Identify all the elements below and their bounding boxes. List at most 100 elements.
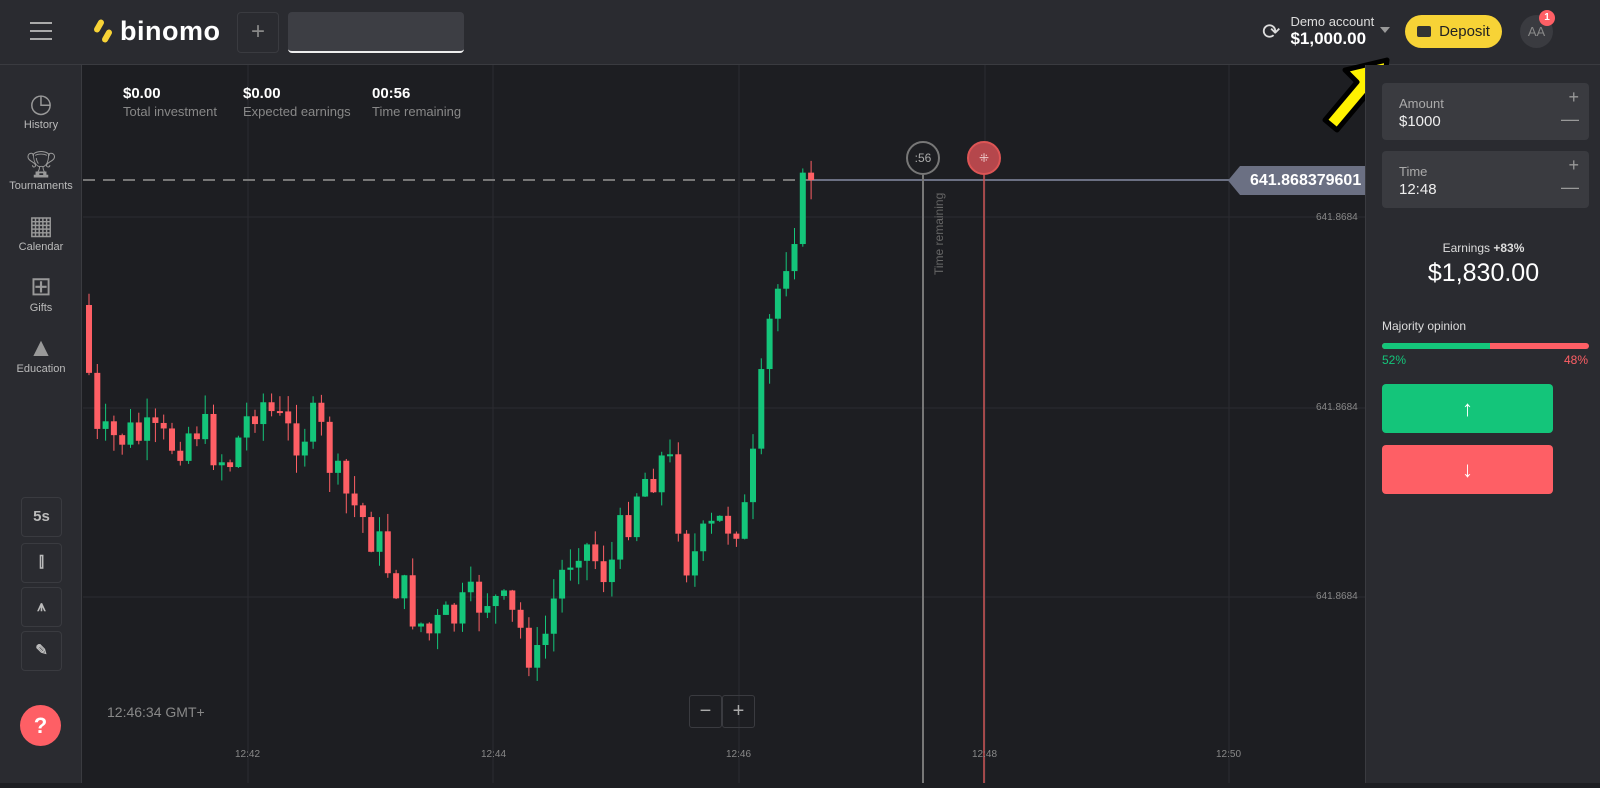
amount-plus-button[interactable]: + (1568, 87, 1579, 107)
candle (210, 413, 217, 466)
candle (110, 421, 117, 436)
candle (750, 448, 756, 503)
candle (135, 422, 142, 441)
candlestick-icon[interactable]: ⫿ (21, 543, 62, 583)
add-asset-button[interactable]: + (237, 12, 279, 53)
time-remaining: 00:56 Time remaining (372, 85, 462, 119)
candle (285, 411, 292, 424)
candle (484, 606, 491, 613)
candle (758, 369, 765, 449)
price-tick: 641.8684 (1316, 591, 1358, 602)
candle (525, 627, 532, 668)
candle (650, 478, 657, 493)
graduation-cap-icon: ▲ (28, 332, 54, 362)
earnings-value: $1,830.00 (1427, 259, 1540, 287)
candle (442, 604, 449, 615)
candle (509, 590, 516, 610)
candle (144, 417, 151, 441)
candle (683, 533, 690, 576)
expected-earnings: $0.00 Expected earnings (243, 85, 351, 119)
deposit-button[interactable]: Deposit (1405, 15, 1502, 48)
time-tick: 12:50 (1216, 749, 1242, 760)
account-label: Demo account (1290, 14, 1375, 29)
candle (542, 633, 549, 646)
gift-icon: ⊞ (30, 271, 52, 301)
zoom-in-button[interactable]: + (722, 695, 755, 728)
candle (409, 575, 416, 627)
candle (700, 523, 707, 552)
sidebar: ◷ History 🏆︎ Tournaments ▦ Calendar ⊞ Gifts … (0, 65, 82, 783)
candle (451, 604, 458, 624)
candle (359, 505, 366, 518)
candle (318, 402, 325, 422)
candle (733, 533, 740, 539)
sidebar-item-gifts[interactable]: ⊞ Gifts (0, 270, 82, 314)
candle (393, 573, 400, 599)
candle (119, 435, 126, 445)
time-tick: 12:46 (726, 749, 752, 760)
finish-flag-icon: ⁜ (967, 141, 1001, 175)
candle (326, 421, 333, 473)
time-plus-button[interactable]: + (1568, 155, 1579, 175)
candle (501, 590, 507, 596)
candle (351, 493, 358, 506)
candle (127, 422, 134, 445)
chart-clock: 12:46:34 GMT+ (107, 704, 205, 720)
candle (550, 598, 557, 634)
sidebar-item-label: History (23, 119, 59, 131)
candle (600, 561, 607, 583)
sidebar-item-education[interactable]: ▲ Education (0, 331, 82, 375)
down-button[interactable]: ↓ (1382, 445, 1553, 494)
candle (335, 460, 341, 473)
current-price-tag: 641.868379601 (1228, 166, 1365, 195)
price-chart[interactable]: $0.00 Total investment $0.00 Expected earn… (83, 65, 1365, 783)
candle (293, 423, 300, 456)
price-tick: 641.8684 (1316, 212, 1358, 223)
candle (268, 402, 275, 412)
candle (642, 478, 649, 497)
candle (384, 531, 391, 574)
logo-mark-icon (92, 17, 114, 45)
candle (617, 515, 624, 560)
candle (260, 402, 267, 425)
amount-field[interactable]: Amount $1000 + — (1382, 83, 1589, 140)
candle (517, 609, 524, 628)
sidebar-item-calendar[interactable]: ▦ Calendar (0, 209, 82, 253)
wallet-icon (1417, 26, 1432, 37)
sidebar-item-tournaments[interactable]: 🏆︎ Tournaments (0, 148, 82, 192)
sidebar-item-history[interactable]: ◷ History (0, 87, 82, 131)
menu-icon[interactable] (30, 22, 52, 40)
candle (177, 450, 184, 461)
timeframe-button[interactable]: 5s (21, 497, 62, 537)
time-minus-button[interactable]: — (1561, 177, 1579, 197)
candle (185, 433, 192, 461)
total-investment: $0.00 Total investment (123, 85, 217, 119)
time-tick: 12:48 (972, 749, 998, 760)
timer-circle: :56 (906, 141, 940, 175)
help-button[interactable]: ? (20, 705, 61, 746)
majority-bar (1382, 343, 1589, 349)
zoom-out-button[interactable]: − (689, 695, 722, 728)
logo[interactable]: binomo (92, 16, 221, 47)
amount-minus-button[interactable]: — (1561, 109, 1579, 129)
candle (401, 575, 408, 599)
candle (368, 517, 375, 552)
up-button[interactable]: ↑ (1382, 384, 1553, 433)
chevron-down-icon[interactable] (1380, 27, 1390, 33)
candle (575, 560, 582, 568)
calendar-icon: ▦ (28, 210, 54, 240)
compass-icon[interactable]: ⩚ (21, 587, 62, 627)
candle (567, 567, 574, 570)
time-field[interactable]: Time 12:48 + — (1382, 151, 1589, 208)
candle (741, 502, 748, 539)
candle (534, 645, 541, 668)
candle (243, 416, 250, 438)
asset-tab[interactable] (288, 12, 464, 53)
account-switcher[interactable]: ⟳ Demo account $1,000.00 (1262, 14, 1374, 49)
time-tick: 12:44 (481, 749, 507, 760)
candle (658, 455, 665, 493)
logo-text: binomo (120, 16, 221, 46)
pencil-icon[interactable]: ✎ (21, 631, 62, 671)
candle (418, 623, 424, 627)
refresh-icon: ⟳ (1262, 18, 1281, 44)
